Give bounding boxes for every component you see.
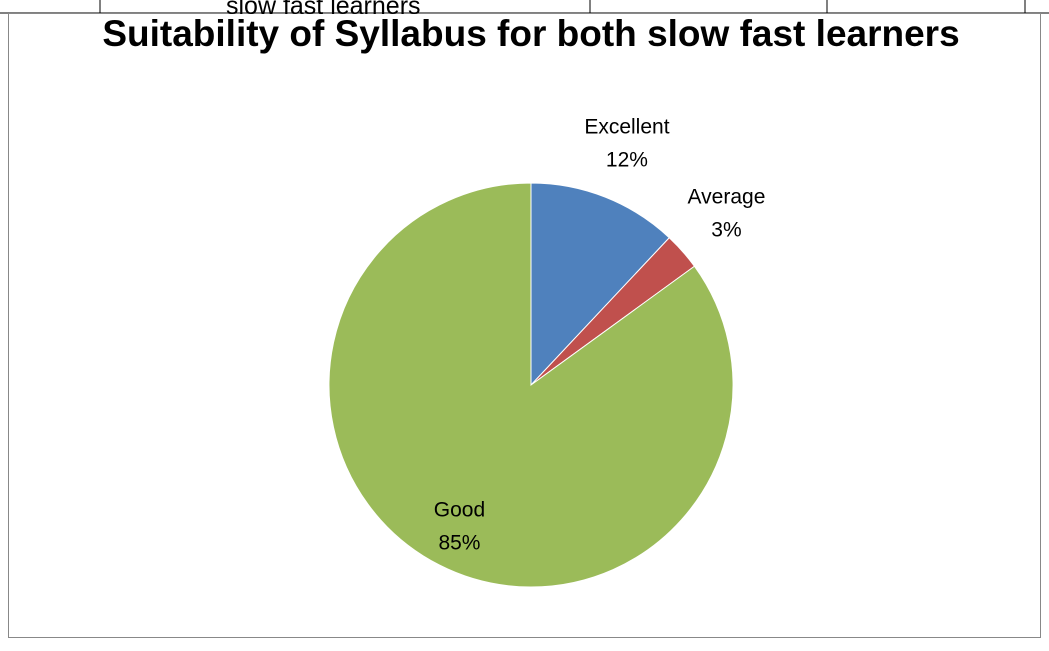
slice-value-label: 12% [606, 149, 648, 172]
chart-border [8, 13, 1041, 638]
chart-title: Suitability of Syllabus for both slow fa… [102, 13, 960, 54]
slice-label: Excellent [584, 116, 669, 139]
pie-slice [530, 182, 670, 387]
pie-slice [328, 182, 734, 588]
slice-value-label: 85% [438, 531, 480, 554]
slice-value-label: 3% [711, 219, 741, 242]
slice-label: Good [434, 498, 485, 521]
background-text: slow fast learners [226, 0, 421, 20]
slice-label: Average [688, 186, 766, 209]
